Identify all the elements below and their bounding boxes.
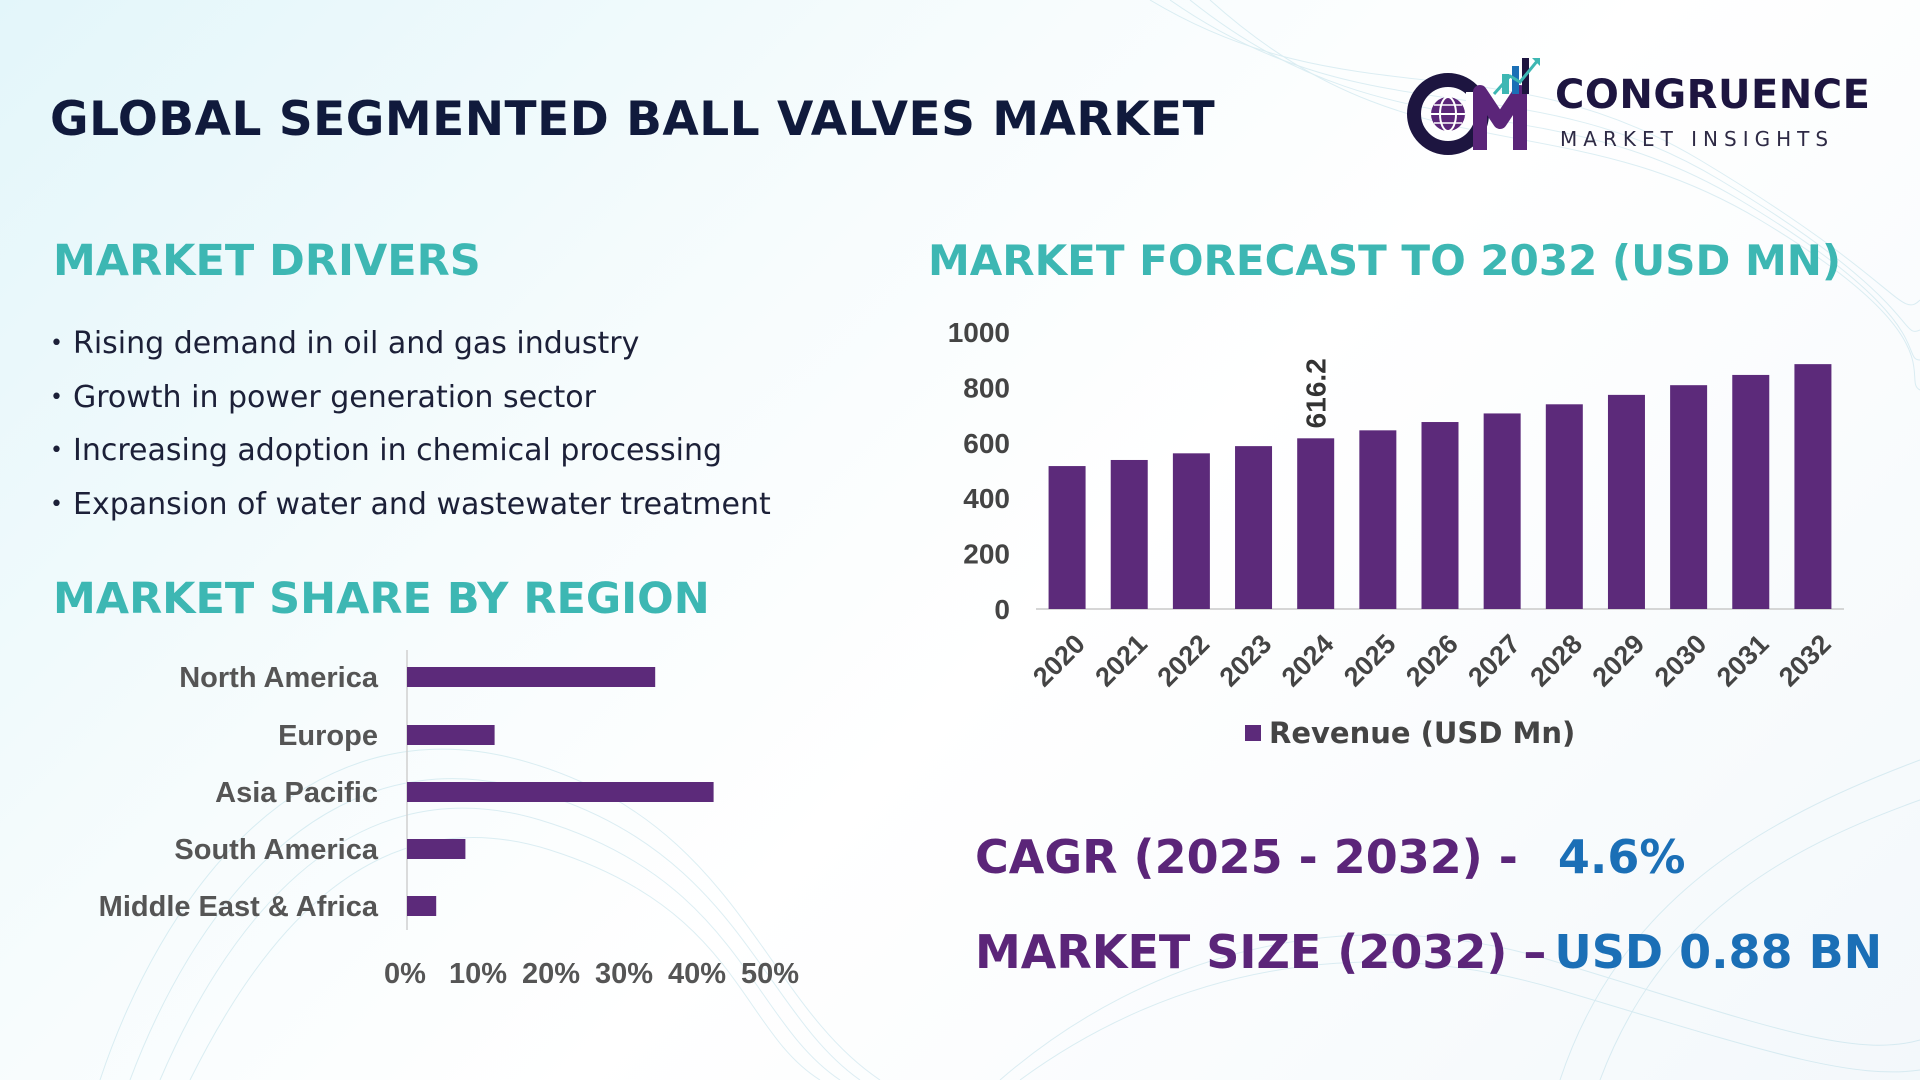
x-tick-label: 2030 bbox=[1649, 629, 1713, 693]
driver-item: • Rising demand in oil and gas industry bbox=[50, 322, 771, 376]
x-tick-label: 2025 bbox=[1338, 629, 1402, 693]
x-tick-label: 40% bbox=[668, 958, 726, 990]
driver-text: Rising demand in oil and gas industry bbox=[72, 326, 640, 361]
y-tick-label: 800 bbox=[963, 372, 1010, 403]
drivers-title: MARKET DRIVERS bbox=[53, 236, 481, 286]
logo-mark-icon bbox=[1407, 58, 1540, 155]
driver-item: • Increasing adoption in chemical process… bbox=[50, 429, 771, 483]
market-size-value: USD 0.88 BN bbox=[1554, 925, 1883, 979]
data-label: 616.2 bbox=[1301, 358, 1332, 428]
x-tick-label: 2024 bbox=[1276, 629, 1340, 693]
x-tick-label: 0% bbox=[384, 958, 426, 990]
forecast-bar bbox=[1483, 413, 1521, 609]
x-tick-label: 2020 bbox=[1027, 629, 1091, 693]
drivers-list: • Rising demand in oil and gas industry •… bbox=[50, 322, 771, 536]
page-title: GLOBAL SEGMENTED BALL VALVES MARKET bbox=[50, 92, 1216, 147]
forecast-bar bbox=[1110, 459, 1148, 609]
driver-text: Growth in power generation sector bbox=[72, 379, 596, 415]
x-tick-label: 2026 bbox=[1400, 629, 1464, 693]
forecast-bar bbox=[1732, 374, 1770, 609]
forecast-legend: Revenue (USD Mn) bbox=[1245, 716, 1575, 750]
logo-name: CONGRUENCE bbox=[1555, 72, 1871, 118]
x-tick-label: 2021 bbox=[1089, 629, 1153, 693]
bullet-icon: • bbox=[50, 491, 63, 517]
region-label: South America bbox=[174, 834, 378, 866]
logo-tagline: MARKET INSIGHTS bbox=[1560, 127, 1835, 151]
forecast-bar bbox=[1607, 394, 1645, 609]
region-label: North America bbox=[179, 662, 379, 694]
region-bar bbox=[407, 839, 466, 859]
cagr-value: 4.6% bbox=[1557, 830, 1686, 884]
x-tick-label: 2029 bbox=[1587, 629, 1651, 693]
legend-swatch bbox=[1245, 725, 1261, 741]
driver-text: Expansion of water and wastewater treatm… bbox=[72, 486, 771, 522]
region-bar bbox=[407, 896, 437, 916]
region-bar bbox=[407, 667, 656, 687]
forecast-title: MARKET FORECAST TO 2032 (USD MN) bbox=[928, 236, 1842, 285]
driver-item: • Growth in power generation sector bbox=[50, 376, 771, 430]
forecast-bar bbox=[1794, 364, 1832, 609]
forecast-bar bbox=[1235, 446, 1273, 609]
forecast-bar bbox=[1172, 453, 1210, 609]
y-tick-label: 600 bbox=[963, 428, 1010, 459]
forecast-bar bbox=[1048, 466, 1086, 609]
market-size-label: MARKET SIZE (2032) – bbox=[975, 925, 1547, 979]
y-tick-label: 0 bbox=[994, 594, 1010, 625]
region-title: MARKET SHARE BY REGION bbox=[53, 574, 710, 624]
region-label: Middle East & Africa bbox=[99, 891, 379, 923]
y-tick-label: 400 bbox=[963, 483, 1010, 514]
legend-label: Revenue (USD Mn) bbox=[1269, 716, 1576, 750]
forecast-bar bbox=[1359, 430, 1397, 609]
x-tick-label: 50% bbox=[741, 958, 799, 990]
region-label: Asia Pacific bbox=[215, 777, 378, 809]
x-tick-label: 30% bbox=[595, 958, 653, 990]
x-tick-label: 2023 bbox=[1214, 629, 1278, 693]
region-label: Europe bbox=[278, 720, 378, 752]
bullet-icon: • bbox=[50, 384, 63, 410]
cagr-label: CAGR (2025 - 2032) - bbox=[975, 830, 1518, 884]
region-bar bbox=[407, 725, 495, 745]
cagr-kpi: CAGR (2025 - 2032) - 4.6% bbox=[975, 830, 1685, 884]
forecast-bar bbox=[1421, 422, 1459, 609]
driver-text: Increasing adoption in chemical processi… bbox=[72, 433, 723, 468]
x-tick-label: 20% bbox=[522, 958, 580, 990]
region-bar bbox=[407, 782, 714, 802]
market-size-kpi: MARKET SIZE (2032) – USD 0.88 BN bbox=[975, 925, 1882, 979]
x-tick-label: 2031 bbox=[1711, 629, 1775, 693]
driver-item: • Expansion of water and wastewater treat… bbox=[50, 483, 771, 537]
x-tick-label: 10% bbox=[449, 958, 507, 990]
bullet-icon: • bbox=[50, 331, 63, 356]
x-tick-label: 2027 bbox=[1462, 629, 1526, 693]
forecast-bar bbox=[1670, 385, 1708, 609]
y-tick-label: 200 bbox=[963, 539, 1010, 570]
x-tick-label: 2028 bbox=[1524, 629, 1588, 693]
forecast-bar bbox=[1545, 404, 1583, 609]
bullet-icon: • bbox=[50, 438, 63, 463]
y-tick-label: 1000 bbox=[948, 317, 1010, 348]
company-logo: CONGRUENCE MARKET INSIGHTS bbox=[1400, 52, 1870, 162]
forecast-bar bbox=[1297, 438, 1335, 609]
x-tick-label: 2032 bbox=[1773, 629, 1837, 693]
x-tick-label: 2022 bbox=[1152, 629, 1216, 693]
